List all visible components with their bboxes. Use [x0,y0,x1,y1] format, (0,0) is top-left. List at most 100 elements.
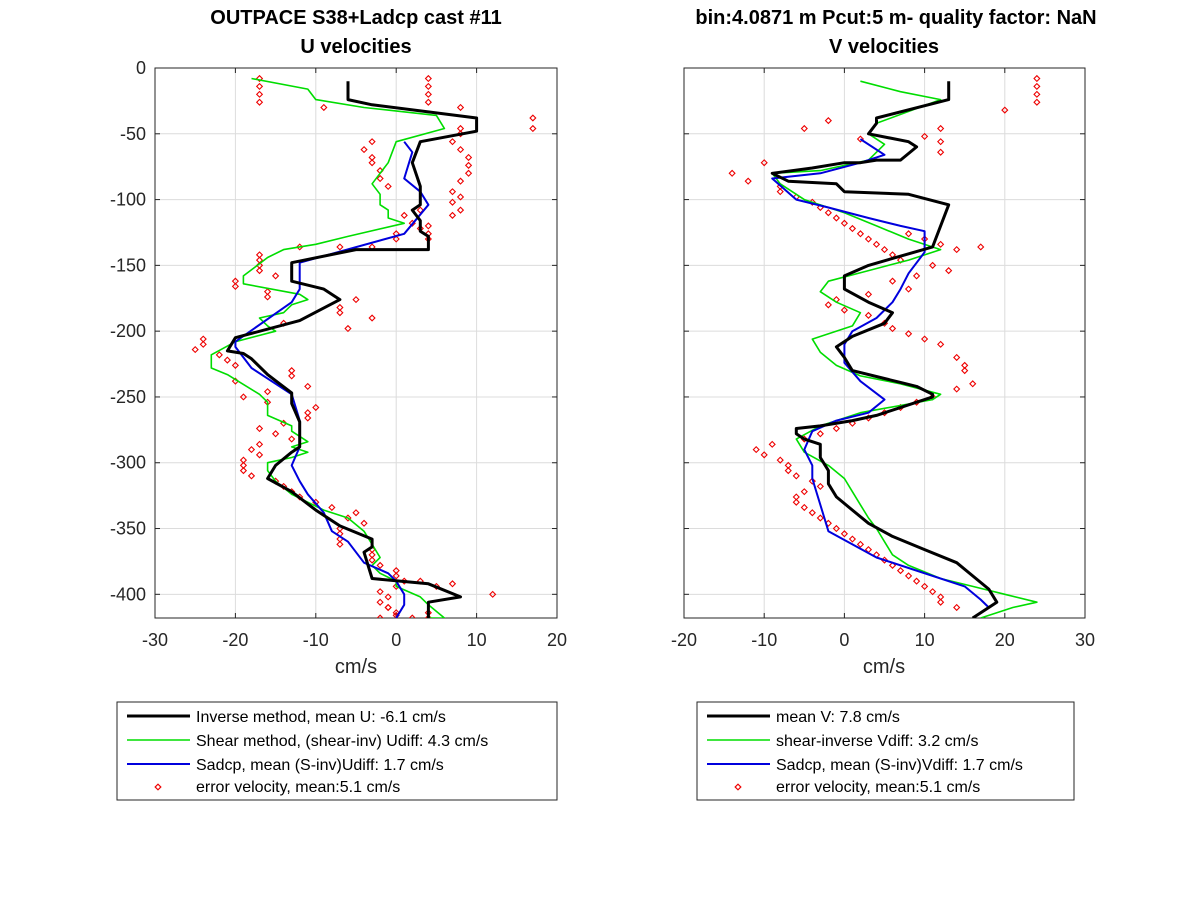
v-error-velocity-point [832,424,840,433]
u-error-velocity-point [392,235,400,243]
v-error-velocity-point [912,272,921,280]
v-error-velocity-point [832,524,840,533]
u-legend-swatch-error [154,783,162,791]
u-error-velocity-point [312,403,320,412]
v-error-velocity-point [937,148,945,156]
v-error-velocity-point [920,132,929,141]
v-error-velocity-point [920,582,929,591]
u-x-tick-label: -30 [142,630,168,650]
u-data-layer [191,74,537,618]
v-legend-swatch-error [734,783,742,791]
u-error-velocity-point [489,590,497,598]
v-error-velocity-point [848,224,857,233]
v-error-velocity-point [912,577,921,585]
u-chart-title-line2: U velocities [300,36,411,58]
u-x-tick-label: 0 [391,630,401,650]
v-error-velocity-point [904,572,913,580]
u-error-velocity-point [384,593,392,601]
v-error-velocity-point [840,219,849,227]
v-error-velocity-point [856,540,865,548]
u-error-velocity-point [448,138,457,146]
u-error-velocity-point [352,295,360,304]
v-error-velocity-point [953,353,961,362]
u-error-velocity-point [255,256,264,264]
v-chart-title-line2: V velocities [829,36,939,58]
v-error-velocity-point [937,598,945,606]
v-error-velocity-point [816,430,824,438]
v-error-velocity-point [864,290,873,298]
v-error-velocity-point [840,306,849,314]
u-error-velocity-point [255,98,264,106]
u-error-velocity-point [448,211,457,219]
u-error-velocity-point [368,314,376,322]
u-error-velocity-point [304,382,312,391]
v-error-velocity-point [961,361,969,369]
u-x-tick-label: 20 [547,630,567,650]
v-error-velocity-point [1033,74,1041,83]
v-error-velocity-point [760,451,768,459]
v-x-tick-label: -10 [751,630,777,650]
v-error-velocity-point [848,535,857,543]
u-error-velocity-point [456,124,465,133]
u-error-velocity-point [456,177,465,185]
u-error-velocity-point [424,98,432,106]
v-error-velocity-point [929,261,937,269]
v-error-velocity-point [784,467,792,475]
u-axes-box [154,67,558,619]
u-series-shear-line [210,77,446,618]
v-x-tick-label: 30 [1075,630,1095,650]
u-error-velocity-point [288,435,296,443]
v-error-velocity-point [784,461,792,469]
v-data-layer [728,74,1041,618]
v-error-velocity-point [953,385,961,393]
u-error-velocity-point [376,174,384,183]
u-error-velocity-point [255,251,264,259]
v-error-velocity-point [1033,90,1041,98]
v-error-velocity-point [832,214,840,222]
u-error-velocity-point [400,211,408,219]
v-error-velocity-point [929,588,937,596]
u-legend-label-inverse: Inverse method, mean U: -6.1 cm/s [196,709,446,726]
v-x-axis-label: cm/s [863,656,905,678]
v-error-velocity-point [800,488,808,496]
u-error-velocity-point [247,445,256,454]
u-series-inverse-line [225,81,479,618]
v-error-velocity-point [937,138,945,146]
u-error-velocity-point [376,614,384,618]
u-error-velocity-point [424,82,432,91]
u-error-velocity-point [271,430,280,438]
v-error-velocity-point [888,251,897,259]
u-y-tick-label: -50 [120,124,146,144]
u-error-velocity-point [368,153,376,162]
v-error-velocity-point [880,245,889,254]
u-y-tick-label: -150 [110,255,146,275]
u-error-velocity-point [352,509,360,517]
u-error-velocity-point [296,243,304,251]
v-error-velocity-point [969,380,977,388]
v-chart-title-line1: bin:4.0871 m Pcut:5 m- quality factor: N… [695,7,1096,29]
u-series-sadcp-line [234,141,430,618]
v-error-velocity-point [937,124,945,133]
v-error-velocity-point [937,240,945,248]
u-error-velocity-point [199,340,207,348]
v-error-velocity-point [816,482,824,491]
u-error-velocity-point [263,293,272,301]
v-error-velocity-point [904,330,913,338]
u-error-velocity-point [456,145,465,154]
v-error-velocity-point [977,243,985,251]
v-error-velocity-point [856,230,865,238]
v-legend-box [696,701,1075,801]
u-error-velocity-point [464,169,473,177]
v-error-velocity-point [1033,98,1041,106]
u-error-velocity-point [336,303,344,312]
u-error-velocity-point [199,335,207,343]
u-legend-label-shear: Shear method, (shear-inv) Udiff: 4.3 cm/… [196,733,488,750]
v-legend-label-sadcp: Sadcp, mean (S-inv)Vdiff: 1.7 cm/s [776,757,1023,774]
v-x-tick-label: 10 [915,630,935,650]
u-error-velocity-point [215,351,223,359]
u-legend: Inverse method, mean U: -6.1 cm/s Shear … [116,701,558,801]
u-error-velocity-point [448,198,457,206]
v-x-tick-label: 0 [839,630,849,650]
u-error-velocity-point [239,461,248,469]
